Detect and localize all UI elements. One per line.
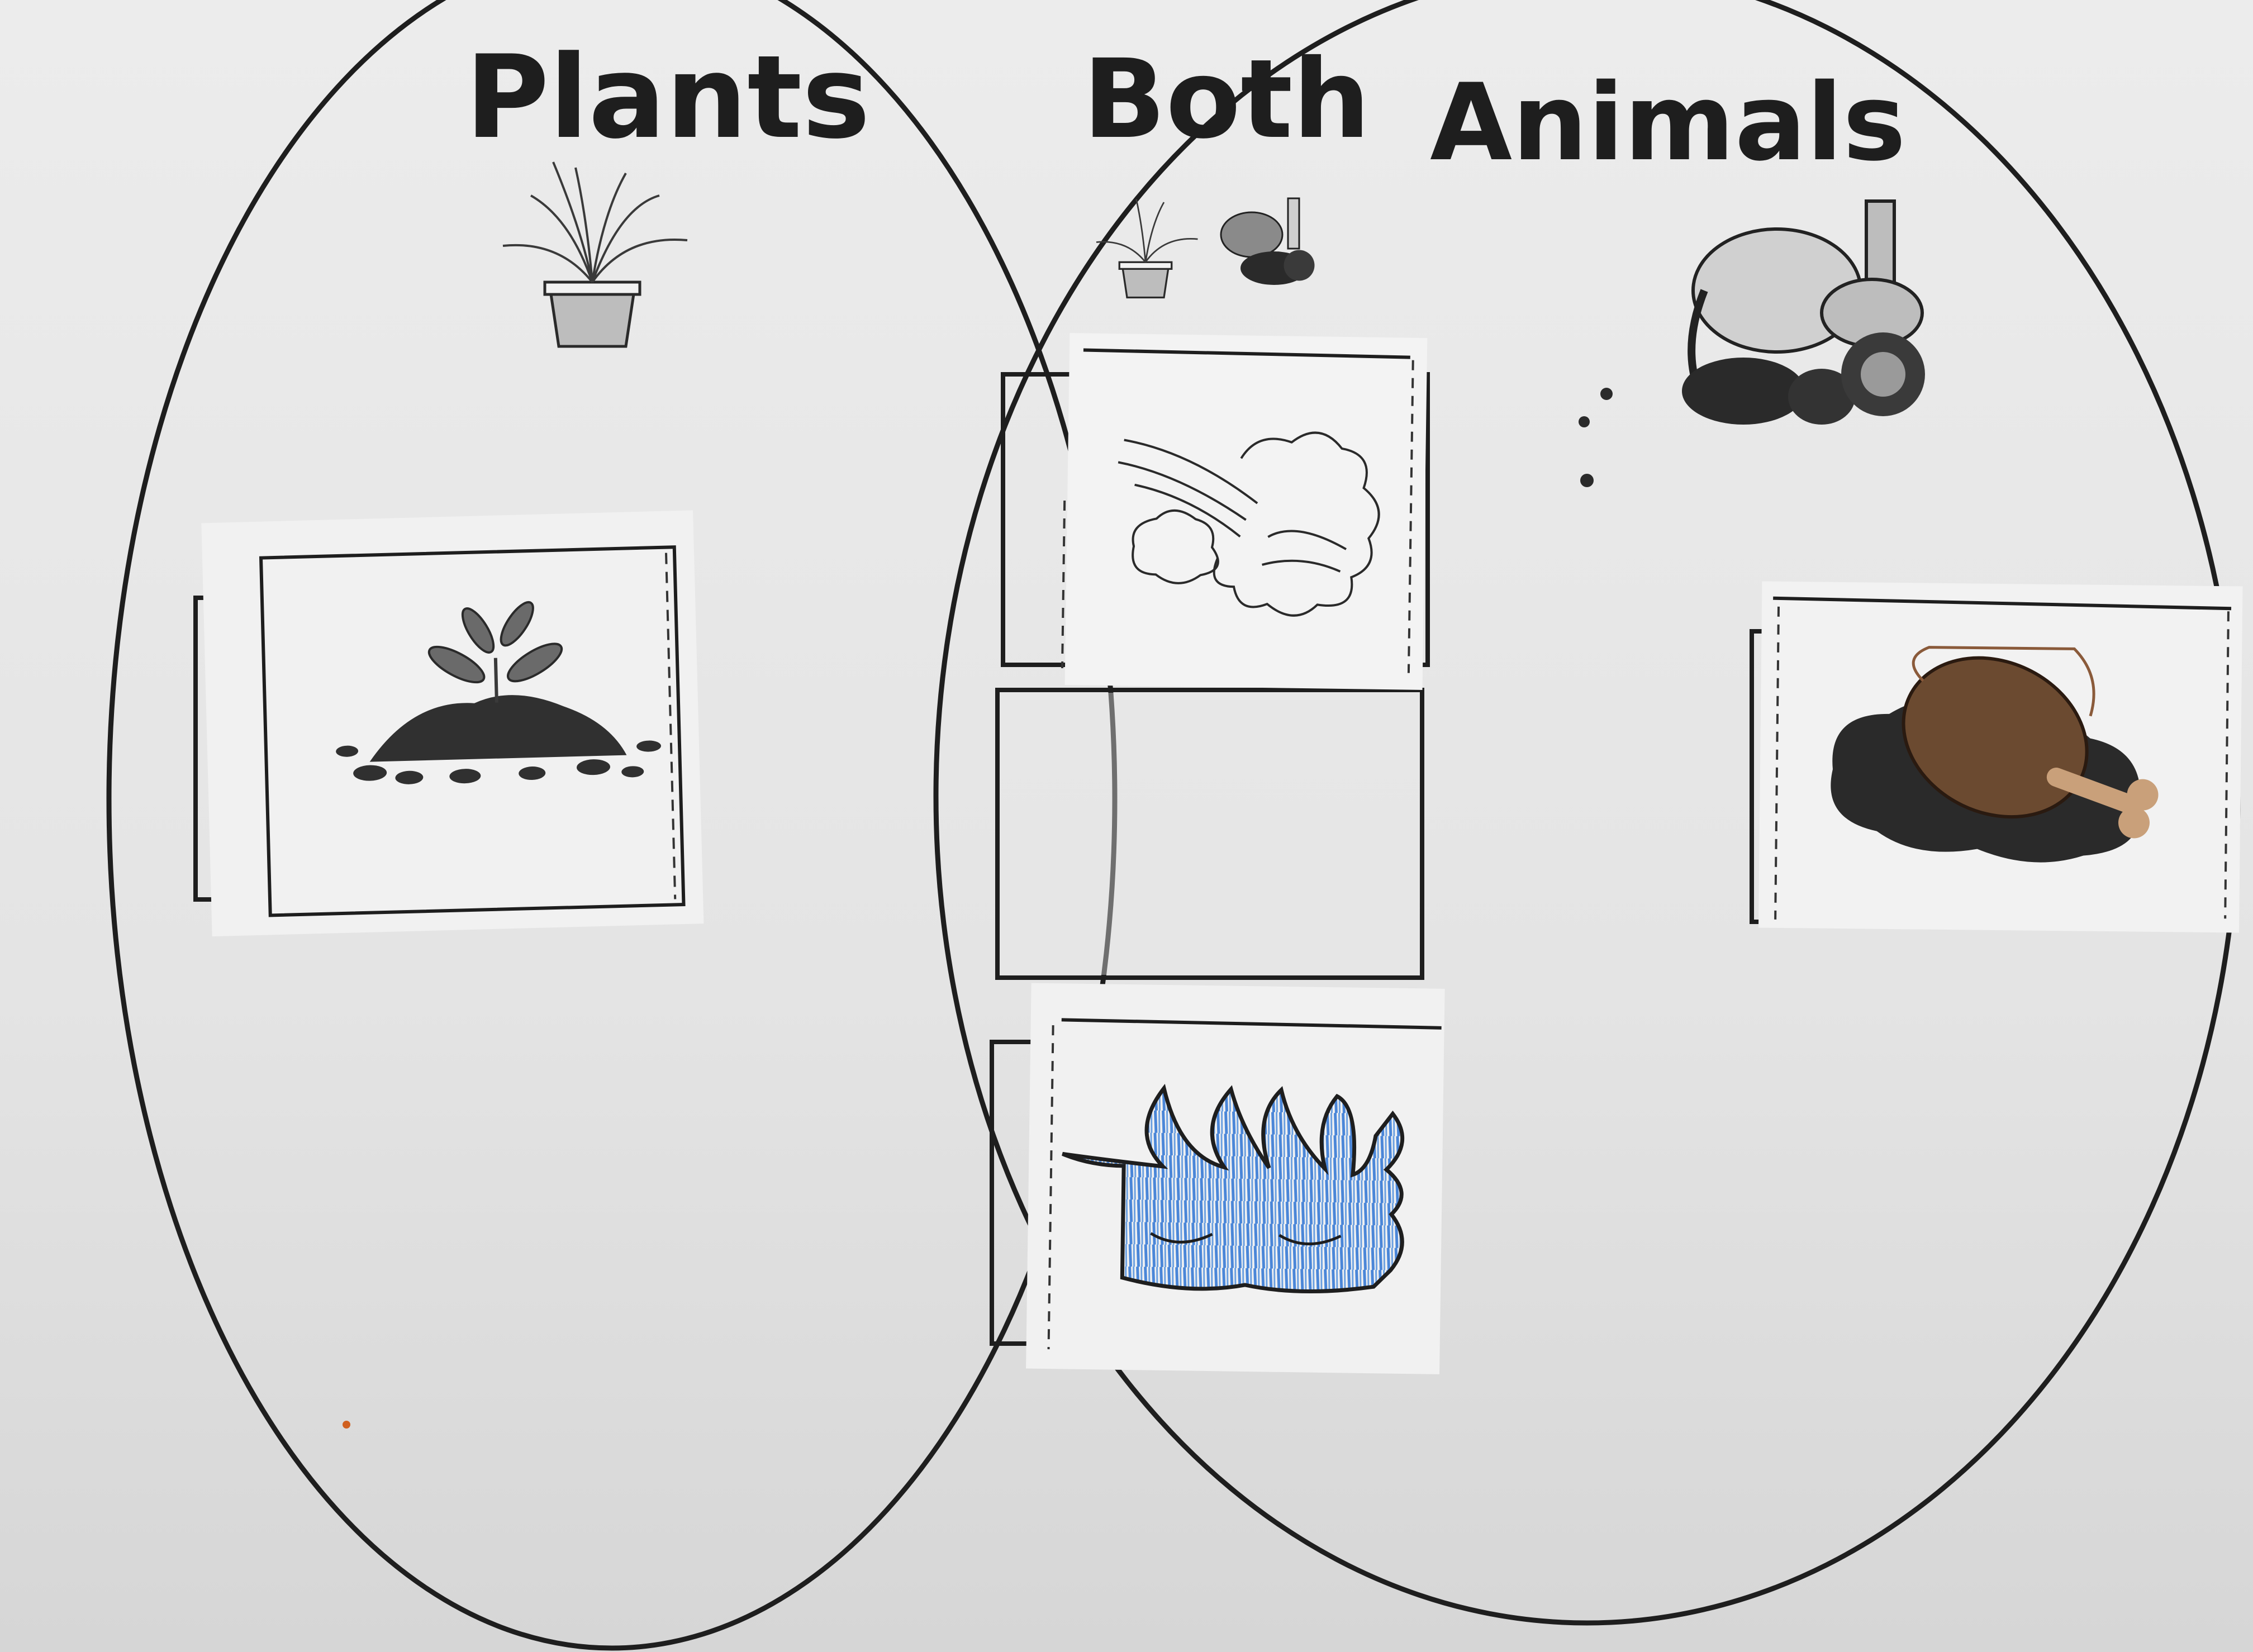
card-air[interactable] <box>1061 333 1428 690</box>
soil-icon <box>336 601 662 784</box>
card-water[interactable] <box>1026 983 1445 1374</box>
card-food[interactable] <box>1758 581 2243 933</box>
stray-marks <box>343 388 1613 1429</box>
air-icon <box>1118 431 1380 617</box>
both-label: Both <box>1083 36 1371 163</box>
food-drumstick-icon <box>1831 646 2159 863</box>
potted-plant-icon <box>502 161 688 348</box>
animals-label: Animals <box>1430 61 1906 184</box>
plant-and-animals-icon <box>1096 197 1315 299</box>
slot-frame <box>995 688 1424 980</box>
plants-circle <box>106 0 1118 1651</box>
animals-group-icon <box>1682 199 1925 425</box>
plants-label: Plants <box>465 31 871 164</box>
water-icon <box>1062 1083 1405 1294</box>
empty-slot[interactable] <box>1000 693 1419 975</box>
card-soil[interactable] <box>201 510 704 937</box>
